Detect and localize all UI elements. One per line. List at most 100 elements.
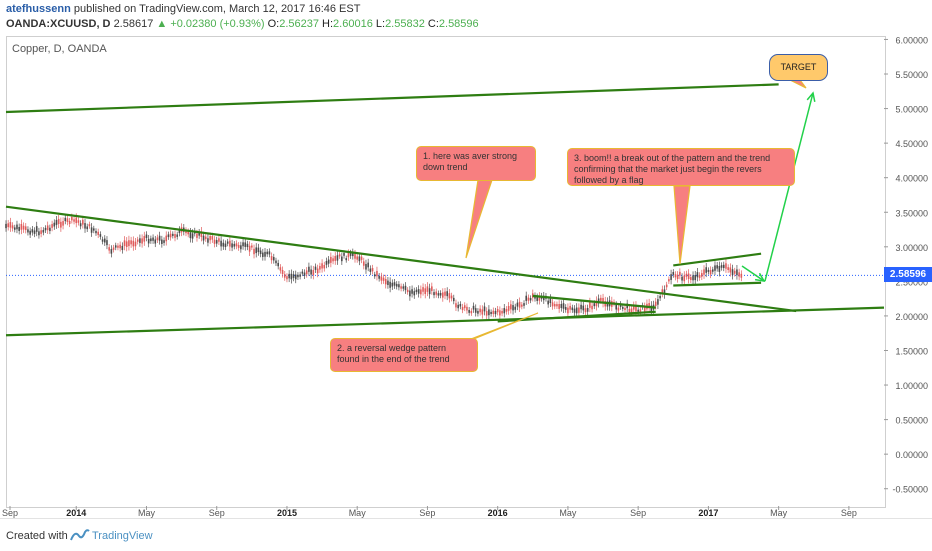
candle-body xyxy=(279,267,282,271)
candle-body xyxy=(165,235,168,242)
candle-body xyxy=(406,289,409,293)
ohlc-line: OANDA:XCUUSD, D 2.58617 ▲ +0.02380 (+0.9… xyxy=(6,18,479,30)
candle-body xyxy=(679,271,681,276)
candle-body xyxy=(13,227,16,230)
candle-body xyxy=(20,223,23,230)
candle-body xyxy=(488,309,490,316)
candle-body xyxy=(7,223,9,228)
candle-body xyxy=(582,305,585,311)
candle-body xyxy=(428,288,431,295)
candle-body xyxy=(615,304,618,310)
candle-body xyxy=(369,268,372,272)
candle-body xyxy=(202,235,205,241)
candle-body xyxy=(586,308,589,312)
candle-body xyxy=(110,249,113,254)
candle-body xyxy=(527,297,530,301)
candle-body xyxy=(237,245,240,248)
candle-body xyxy=(88,224,91,227)
candle-body xyxy=(222,242,225,247)
projection-arrow-line[interactable] xyxy=(741,265,765,282)
projection-arrow-line[interactable] xyxy=(764,92,814,282)
x-tick-label: Sep xyxy=(209,508,225,518)
candle-body xyxy=(490,311,492,315)
trendline[interactable] xyxy=(532,294,656,309)
created-with-text: Created with xyxy=(6,530,68,542)
candle-body xyxy=(154,239,157,244)
candle-body xyxy=(198,232,200,236)
candle-body xyxy=(231,243,233,248)
candle-body xyxy=(378,275,380,279)
trendline[interactable] xyxy=(497,310,656,323)
candle-body xyxy=(551,302,554,307)
candle-body xyxy=(514,306,517,310)
candle-body xyxy=(215,240,218,244)
candle-body xyxy=(523,303,525,306)
candle-body xyxy=(29,230,31,235)
trendline[interactable] xyxy=(5,83,779,114)
candle-body xyxy=(90,227,93,233)
candle-body xyxy=(174,234,176,238)
author-name[interactable]: atefhussenn xyxy=(6,3,71,15)
annotation-note-1[interactable]: 1. here was aver strong down trend xyxy=(416,146,536,181)
trendline[interactable] xyxy=(5,205,797,313)
candle-body xyxy=(637,309,639,312)
candle-body xyxy=(27,229,29,233)
candle-body xyxy=(395,283,398,287)
candle-body xyxy=(442,292,444,298)
candle-body xyxy=(659,295,661,299)
x-tick-label: 2017 xyxy=(698,508,718,518)
x-tick-label: 2015 xyxy=(277,508,297,518)
arrow-head-icon xyxy=(806,91,816,102)
trendline[interactable] xyxy=(5,306,885,337)
tradingview-logo-icon[interactable] xyxy=(70,528,90,542)
candle-body xyxy=(242,242,244,247)
candle-body xyxy=(319,266,321,270)
candle-body xyxy=(191,233,194,239)
candle-body xyxy=(457,304,459,309)
trendline[interactable] xyxy=(673,281,762,287)
candle-body xyxy=(578,307,580,313)
annotation-note-3[interactable]: 3. boom!! a break out of the pattern and… xyxy=(567,148,795,186)
candle-body xyxy=(93,228,95,231)
candle-body xyxy=(49,227,51,232)
candle-body xyxy=(389,281,391,288)
candle-body xyxy=(685,273,688,277)
trendline[interactable] xyxy=(673,252,762,267)
candle-body xyxy=(571,307,574,311)
candle-body xyxy=(409,290,411,297)
candle-body xyxy=(687,273,690,280)
candle-body xyxy=(253,248,255,255)
candle-body xyxy=(380,276,383,281)
candle-body xyxy=(722,264,725,269)
candle-body xyxy=(35,226,38,232)
candle-body xyxy=(272,257,275,261)
candle-body xyxy=(283,274,286,278)
candle-body xyxy=(325,261,328,265)
x-tick-label: Sep xyxy=(841,508,857,518)
annotation-note-2[interactable]: 2. a reversal wedge pattern found in the… xyxy=(330,338,478,372)
tradingview-brand[interactable]: TradingView xyxy=(92,530,153,542)
candle-body xyxy=(494,310,497,315)
candle-body xyxy=(270,256,273,261)
candle-body xyxy=(727,267,729,271)
y-tick-label: 5.50000 xyxy=(895,70,928,80)
candle-body xyxy=(123,240,126,246)
candle-body xyxy=(503,308,506,314)
candle-body xyxy=(420,289,422,295)
candle-body xyxy=(485,311,488,316)
target-label[interactable]: TARGET xyxy=(769,54,828,81)
candle-body xyxy=(143,236,146,242)
candle-body xyxy=(299,274,301,277)
low-value: 2.55832 xyxy=(385,18,425,30)
candle-body xyxy=(134,241,137,247)
candle-body xyxy=(461,306,464,311)
candle-body xyxy=(720,265,723,268)
close-label: C: xyxy=(427,18,439,30)
candle-body xyxy=(108,247,110,251)
candle-body xyxy=(558,304,560,309)
x-tick-label: May xyxy=(138,508,156,518)
candle-body xyxy=(621,306,624,309)
candle-body xyxy=(439,293,442,296)
candle-body xyxy=(635,305,637,312)
